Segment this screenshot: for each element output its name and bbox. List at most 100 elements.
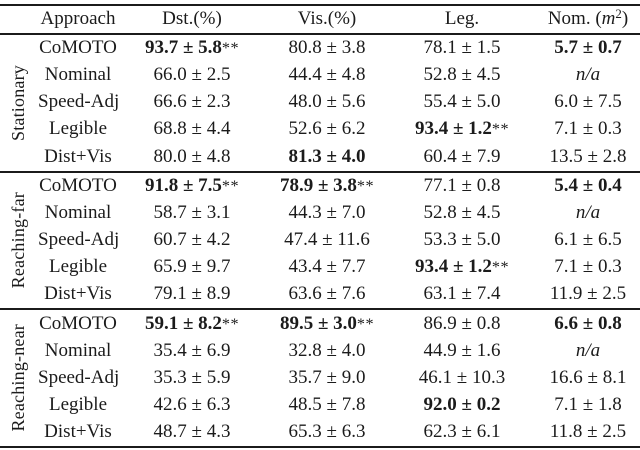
leg-value-cell: 77.1 ± 0.8	[388, 172, 536, 200]
header-dst: Dst.(%)	[162, 8, 222, 30]
approach-cell: Nominal	[44, 339, 112, 361]
nom-value-cell: n/a	[536, 338, 640, 365]
approach-cell: CoMOTO	[39, 37, 117, 59]
metric-value: 7.1 ± 1.8	[554, 393, 622, 415]
vis-value-cell: 43.4 ± 7.7	[266, 254, 388, 281]
metric-value: 65.3 ± 6.3	[288, 420, 366, 442]
approach-cell: Dist+Vis	[44, 420, 112, 442]
vis-value-cell: 81.3 ± 4.0	[266, 143, 388, 171]
metric-value: 44.3 ± 7.0	[288, 202, 366, 223]
nom-value-cell: 6.6 ± 0.8	[536, 309, 640, 337]
metric-value: 42.6 ± 6.3	[153, 393, 231, 415]
significance-stars: **	[491, 259, 510, 276]
vis-value-cell: 44.4 ± 4.8	[266, 62, 388, 89]
table-row: Dist+Vis 48.7 ± 4.3 65.3 ± 6.3 62.3 ± 6.1 11…	[0, 419, 640, 447]
dst-value-cell: 91.8 ± 7.5**	[118, 172, 266, 200]
nom-value-cell: 5.4 ± 0.4	[536, 172, 640, 200]
metric-value: 6.1 ± 6.5	[554, 229, 622, 250]
leg-value-cell: 93.4 ± 1.2**	[388, 116, 536, 143]
metric-value: 11.8 ± 2.5	[549, 420, 627, 442]
table-row: Speed-Adj 35.3 ± 5.9 35.7 ± 9.0 46.1 ± 10.3…	[0, 365, 640, 392]
metric-value: 48.0 ± 5.6	[288, 91, 366, 113]
header-nom-suffix: )	[621, 8, 629, 30]
table-row: Legible 68.8 ± 4.4 52.6 ± 6.2 93.4 ± 1.2** 7…	[0, 116, 640, 143]
metric-value: 63.6 ± 7.6	[288, 283, 366, 305]
header-approach: Approach	[40, 8, 116, 30]
header-nom-symbol: m	[601, 8, 616, 30]
table-row: Dist+Vis 80.0 ± 4.8 81.3 ± 4.0 60.4 ± 7.9 13…	[0, 143, 640, 171]
vis-value-cell: 63.6 ± 7.6	[266, 281, 388, 309]
vis-value-cell: 48.0 ± 5.6	[266, 89, 388, 116]
metric-value: 65.9 ± 9.7	[153, 256, 231, 277]
metric-value: 93.7 ± 5.8	[144, 37, 222, 59]
approach-cell: Legible	[48, 393, 108, 415]
vis-value-cell: 78.9 ± 3.8**	[266, 172, 388, 200]
header-vis: Vis.(%)	[297, 8, 357, 30]
group-reaching-far: Reaching-far CoMOTO 91.8 ± 7.5** 78.9 ± 3.8…	[0, 171, 640, 310]
dst-value-cell: 35.4 ± 6.9	[118, 338, 266, 365]
nom-value-cell: 7.1 ± 0.3	[536, 254, 640, 281]
metric-value: 62.3 ± 6.1	[423, 420, 501, 442]
leg-value-cell: 60.4 ± 7.9	[388, 143, 536, 171]
metric-value: 48.7 ± 4.3	[153, 420, 231, 442]
metric-value: 80.8 ± 3.8	[288, 37, 366, 59]
dst-value-cell: 68.8 ± 4.4	[118, 116, 266, 143]
metric-value: 35.4 ± 6.9	[153, 339, 231, 361]
header-nom-prefix: Nom. (	[547, 8, 602, 30]
metric-value: 35.7 ± 9.0	[288, 366, 366, 388]
metric-value: 55.4 ± 5.0	[423, 91, 501, 113]
metric-value: 81.3 ± 4.0	[288, 145, 366, 167]
group-label: Reaching-far	[8, 192, 29, 289]
leg-value-cell: 44.9 ± 1.6	[388, 338, 536, 365]
vis-value-cell: 89.5 ± 3.0**	[266, 309, 388, 337]
metric-value: 77.1 ± 0.8	[423, 174, 501, 196]
approach-cell: CoMOTO	[39, 174, 117, 196]
group-label: Reaching-near	[8, 324, 29, 432]
metric-value: 44.9 ± 1.6	[423, 339, 501, 361]
metric-value: 60.4 ± 7.9	[423, 145, 501, 167]
vis-value-cell: 65.3 ± 6.3	[266, 419, 388, 447]
approach-cell: Speed-Adj	[38, 91, 120, 113]
significance-stars: **	[356, 315, 375, 333]
table-row: Dist+Vis 79.1 ± 8.9 63.6 ± 7.6 63.1 ± 7.4 11…	[0, 281, 640, 309]
group-label-cell: Reaching-near	[0, 309, 38, 447]
metric-value: 13.5 ± 2.8	[549, 145, 627, 167]
nom-value-cell: n/a	[536, 62, 640, 89]
metric-value: 52.8 ± 4.5	[423, 64, 501, 86]
metric-value: 47.4 ± 11.6	[284, 229, 370, 250]
metric-value: n/a	[575, 202, 601, 223]
approach-cell: CoMOTO	[39, 312, 117, 334]
vis-value-cell: 35.7 ± 9.0	[266, 365, 388, 392]
results-table: Approach Dst.(%) Vis.(%) Leg. Nom. (m2) …	[0, 4, 640, 448]
metric-value: n/a	[575, 64, 601, 86]
metric-value: 80.0 ± 4.8	[153, 145, 231, 167]
metric-value: 66.0 ± 2.5	[153, 64, 231, 86]
dst-value-cell: 59.1 ± 8.2**	[118, 309, 266, 337]
metric-value: 7.1 ± 0.3	[554, 118, 622, 140]
table-header-row: Approach Dst.(%) Vis.(%) Leg. Nom. (m2)	[0, 5, 640, 34]
dst-value-cell: 35.3 ± 5.9	[118, 365, 266, 392]
table-row: Speed-Adj 60.7 ± 4.2 47.4 ± 11.6 53.3 ± 5.0…	[0, 227, 640, 254]
group-label: Stationary	[8, 64, 29, 141]
approach-cell: Nominal	[44, 64, 112, 86]
metric-value: 52.8 ± 4.5	[423, 202, 501, 223]
approach-cell: Nominal	[44, 202, 112, 223]
leg-value-cell: 93.4 ± 1.2**	[388, 254, 536, 281]
table-row: Speed-Adj 66.6 ± 2.3 48.0 ± 5.6 55.4 ± 5.0 6…	[0, 89, 640, 116]
nom-value-cell: 5.7 ± 0.7	[536, 34, 640, 62]
metric-value: 79.1 ± 8.9	[153, 283, 231, 305]
leg-value-cell: 52.8 ± 4.5	[388, 62, 536, 89]
vis-value-cell: 52.6 ± 6.2	[266, 116, 388, 143]
vis-value-cell: 47.4 ± 11.6	[266, 227, 388, 254]
nom-value-cell: 11.9 ± 2.5	[536, 281, 640, 309]
nom-value-cell: 6.1 ± 6.5	[536, 227, 640, 254]
vis-value-cell: 80.8 ± 3.8	[266, 34, 388, 62]
metric-value: 91.8 ± 7.5	[144, 174, 222, 196]
metric-value: 6.6 ± 0.8	[554, 312, 622, 334]
dst-value-cell: 66.6 ± 2.3	[118, 89, 266, 116]
metric-value: 78.1 ± 1.5	[423, 37, 501, 59]
leg-value-cell: 92.0 ± 0.2	[388, 392, 536, 419]
metric-value: 43.4 ± 7.7	[288, 256, 366, 277]
header-leg: Leg.	[444, 8, 480, 30]
metric-value: 78.9 ± 3.8	[279, 174, 357, 196]
